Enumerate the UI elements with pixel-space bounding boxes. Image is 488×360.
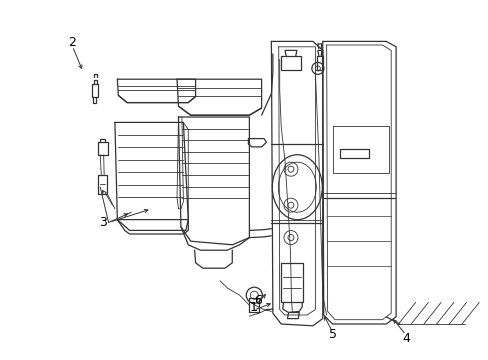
Text: 5: 5: [328, 328, 336, 341]
Text: 4: 4: [401, 332, 409, 345]
Text: 3: 3: [99, 216, 106, 229]
Text: 6: 6: [253, 294, 261, 307]
Text: 2: 2: [68, 36, 76, 49]
Text: 1: 1: [249, 301, 257, 314]
